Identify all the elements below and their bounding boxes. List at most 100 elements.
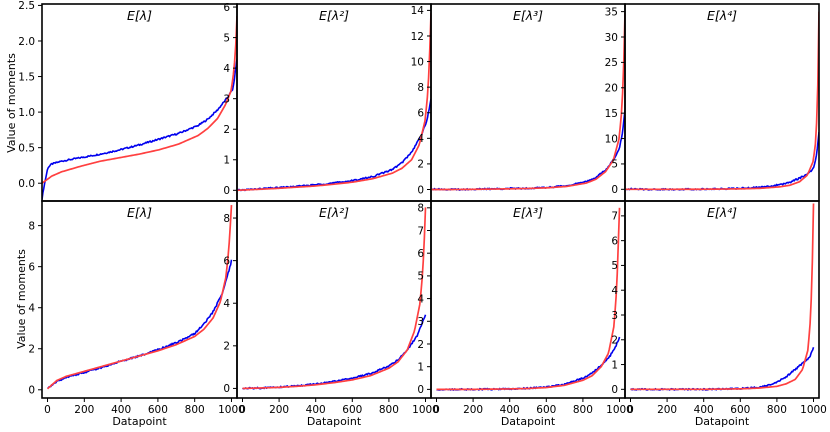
series-line-red	[431, 12, 625, 191]
y-tick-label: 4	[28, 303, 35, 315]
y-tick-label: 15	[605, 108, 618, 120]
y-tick-label: 6	[223, 255, 230, 267]
panel-title: E[λ⁴]	[707, 205, 737, 220]
y-tick-label: 4	[417, 293, 424, 305]
axes-frame	[430, 200, 626, 399]
y-tick-label: 7	[417, 225, 424, 237]
series-line-blue	[431, 109, 625, 191]
x-tick-label: 1000	[218, 404, 245, 416]
x-tick-label: 1000	[412, 404, 439, 416]
axes-frame	[236, 200, 432, 399]
y-tick-label: 7	[611, 211, 618, 223]
x-tick-label: 800	[767, 404, 787, 416]
y-tick-label: 0	[611, 384, 618, 396]
y-tick-label: 10	[605, 133, 618, 145]
y-tick-label: 0	[417, 384, 424, 396]
y-tick-label: 2	[223, 341, 230, 353]
chart-panel: 0 5 10 15 20 25 30 35 E[λ⁴]	[605, 3, 820, 202]
series-line-red	[242, 207, 427, 390]
x-tick-label: 800	[573, 404, 593, 416]
panel-title: E[λ]	[127, 8, 152, 23]
x-tick-label: 0	[44, 404, 51, 416]
x-axis-label: Datapoint	[501, 415, 556, 428]
y-tick-label: 0	[611, 184, 618, 196]
y-tick-label: 30	[605, 32, 618, 44]
y-tick-label: 3	[611, 310, 618, 322]
panel-title: E[λ³]	[513, 205, 543, 220]
x-tick-label: 400	[500, 404, 520, 416]
y-tick-label: 8	[223, 213, 230, 225]
y-tick-label: 1.0	[18, 107, 35, 119]
x-tick-label: 600	[536, 404, 556, 416]
y-tick-label: 2.5	[18, 0, 35, 12]
y-tick-label: 0	[223, 383, 230, 395]
x-tick-label: 400	[694, 404, 714, 416]
chart-panel: 0 2 4 6 8 10 12 14 E[λ³]	[411, 3, 626, 202]
series-line-red	[625, 11, 819, 191]
series-line-blue	[436, 336, 621, 391]
y-tick-label: 1	[611, 359, 618, 371]
x-tick-label: 200	[74, 404, 94, 416]
y-tick-label: 1.5	[18, 71, 35, 83]
y-axis-label-top: Value of moments	[5, 53, 18, 153]
panel-title: E[λ⁴]	[707, 8, 737, 23]
panel-title: E[λ²]	[319, 8, 349, 23]
y-tick-label: 0	[417, 184, 424, 196]
y-tick-label: 3	[223, 93, 230, 105]
y-axis-label-bottom: Value of moments	[15, 249, 28, 349]
panel-title: E[λ³]	[513, 8, 543, 23]
y-tick-label: 0	[28, 385, 35, 397]
x-tick-label: 200	[657, 404, 677, 416]
y-tick-label: 35	[605, 6, 618, 18]
x-tick-label: 1000	[606, 404, 633, 416]
y-tick-label: 8	[417, 82, 424, 94]
axes-frame	[430, 3, 626, 202]
y-tick-label: 14	[411, 5, 425, 17]
axes-frame	[624, 3, 820, 202]
series-line-blue	[46, 259, 233, 390]
series-line-blue	[241, 314, 427, 390]
y-tick-label: 2	[417, 339, 424, 351]
series-line-red	[436, 207, 621, 391]
y-tick-label: 6	[611, 235, 618, 247]
y-tick-label: 25	[605, 57, 618, 69]
y-tick-label: 8	[28, 220, 35, 232]
chart-panels: 0.00.51.01.52.02.5E[λ]0123456E[λ²]024681…	[18, 0, 827, 428]
x-tick-label: 800	[379, 404, 399, 416]
x-tick-label: 800	[185, 404, 205, 416]
y-tick-label: 4	[417, 133, 424, 145]
y-tick-label: 5	[417, 271, 424, 283]
series-line-red	[630, 203, 815, 391]
y-tick-label: 1	[417, 361, 424, 373]
y-tick-label: 2	[611, 335, 618, 347]
x-tick-label: 200	[269, 404, 289, 416]
y-tick-label: 2.0	[18, 36, 35, 48]
series-line-blue	[237, 98, 431, 192]
x-tick-label: 0	[627, 404, 634, 416]
x-tick-label: 0	[433, 404, 440, 416]
x-axis-label: Datapoint	[307, 415, 362, 428]
x-tick-label: 600	[730, 404, 750, 416]
panel-title: E[λ]	[127, 205, 152, 220]
y-tick-label: 5	[611, 159, 618, 171]
y-tick-label: 6	[28, 261, 35, 273]
y-tick-label: 2	[417, 159, 424, 171]
x-tick-label: 400	[306, 404, 326, 416]
y-tick-label: 5	[223, 32, 230, 44]
axes-frame	[41, 3, 238, 202]
y-tick-label: 0.5	[18, 142, 35, 154]
x-tick-label: 1000	[800, 404, 827, 416]
y-tick-label: 3	[417, 316, 424, 328]
x-tick-label: 0	[239, 404, 246, 416]
y-tick-label: 2	[223, 124, 230, 136]
y-tick-label: 6	[223, 2, 230, 14]
y-tick-label: 10	[411, 56, 424, 68]
series-line-red	[42, 16, 237, 184]
series-line-blue	[42, 58, 237, 200]
x-tick-label: 200	[463, 404, 483, 416]
series-line-blue	[625, 131, 819, 191]
axes-frame	[236, 3, 432, 202]
